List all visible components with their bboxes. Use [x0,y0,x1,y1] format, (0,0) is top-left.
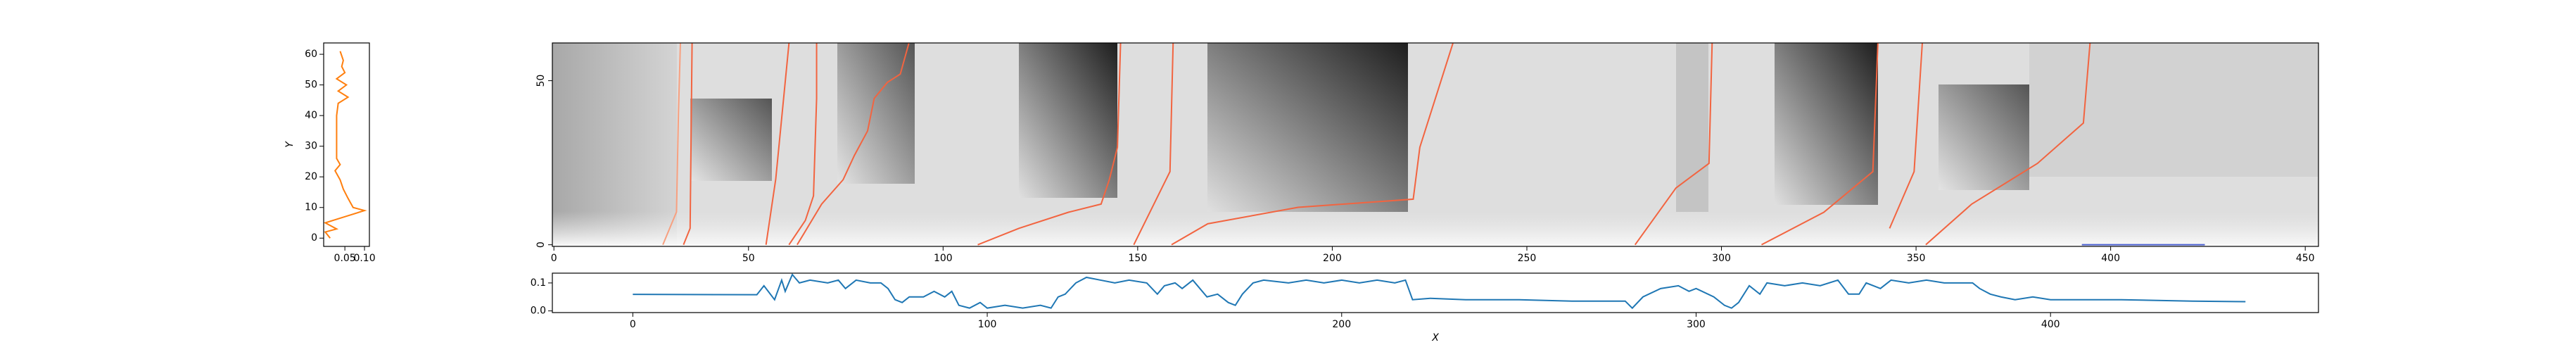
axes-frame [323,42,370,247]
x-tick-label: 0 [630,319,636,330]
x-tick-label: 400 [2101,253,2120,264]
x-tick-label: 100 [978,319,997,330]
x-tick-label: 200 [1323,253,1342,264]
x-axis-label: X [1431,332,1439,344]
series-line [1634,43,1713,246]
y-tick-label: 0 [311,232,317,244]
axes-frame [552,42,2319,247]
y-tick-label: 30 [305,141,317,152]
series-line [1925,43,2091,246]
y-tick-label: 0.1 [531,277,546,289]
y-tick-label: 60 [305,49,317,60]
y-tick-label: 50 [535,75,547,87]
x-tick-label: 250 [1518,253,1537,264]
series-line [788,43,818,246]
series-line [683,43,693,246]
series-line [765,43,790,245]
y-tick-label: 20 [305,171,317,182]
x-tick-label: 0.10 [353,253,375,264]
x-tick-label: 350 [1907,253,1926,264]
y-axis-label: Y [284,141,296,148]
x-tick-label: 0 [551,253,557,264]
x-tick-label: 300 [1687,319,1706,330]
y-tick-label: 40 [305,110,317,121]
series-line [662,43,681,246]
series-line [633,273,2246,310]
x-tick-label: 0.05 [334,253,356,264]
x-tick-label: 400 [2041,319,2060,330]
y-tick-label: 0 [535,241,547,248]
series-line [1889,43,1923,229]
series-line [1171,43,1454,246]
y-tick-label: 10 [305,202,317,213]
y-tick-label: 50 [305,80,317,91]
series-line [797,43,910,246]
heatmap [552,43,2318,246]
x-tick-label: 150 [1129,253,1148,264]
series-line [1761,43,1879,246]
series-line [1133,43,1174,246]
x-tick-label: 50 [742,253,755,264]
y-tick-label: 0.0 [531,306,546,317]
series-line [323,51,367,239]
x-tick-label: 100 [934,253,953,264]
x-tick-label: 450 [2296,253,2315,264]
axes-frame [552,272,2319,313]
x-tick-label: 300 [1712,253,1731,264]
series-line [977,43,1122,246]
x-tick-label: 200 [1332,319,1351,330]
